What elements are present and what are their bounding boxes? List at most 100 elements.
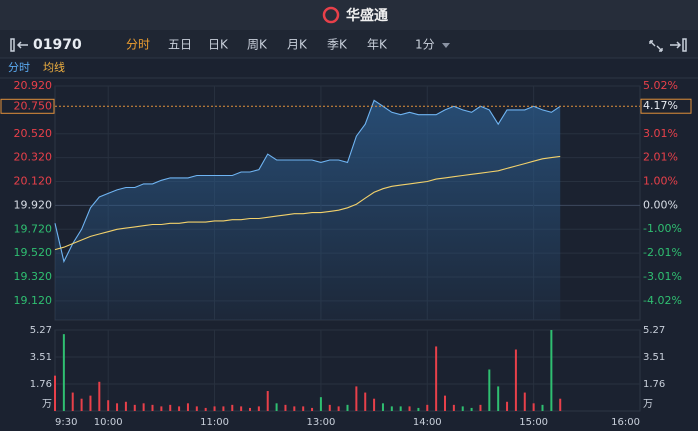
y2-tick-label: -3.01% [643, 270, 682, 283]
logo: 华盛通 [346, 7, 388, 24]
volume-bar [133, 404, 136, 411]
volume-bar [319, 397, 322, 411]
volume-bar [160, 406, 163, 411]
y2-tick-label: 5.02% [643, 79, 678, 92]
volume-bar [488, 369, 491, 411]
volume-bar [124, 401, 127, 411]
volume-bar [98, 381, 101, 411]
volume-bar [80, 398, 83, 411]
volume-bar [408, 406, 411, 411]
collapse-icon[interactable] [10, 38, 28, 52]
volume-bar [195, 406, 198, 411]
y-tick-label: 19.920 [14, 198, 53, 211]
volume-bar [417, 407, 420, 411]
volume-bar [373, 398, 376, 411]
y2-tick-label: 1.00% [643, 175, 678, 188]
interval-select[interactable]: 1分 [415, 38, 435, 52]
volume-bar [399, 406, 402, 411]
icon-part [682, 38, 687, 52]
volume-bar [497, 386, 500, 411]
volume-bar [249, 407, 251, 411]
volume-bar [364, 392, 367, 411]
x-tick-label: 16:00 [611, 417, 640, 428]
y-tick-label: 20.920 [14, 79, 53, 92]
volume-bar [231, 404, 234, 411]
y-tick-label: 19.120 [14, 294, 53, 307]
volume-bar [381, 403, 384, 411]
tab[interactable]: 周K [247, 38, 268, 52]
volume-bar [444, 395, 446, 411]
volume-bar [62, 334, 65, 411]
volume-bar [550, 330, 553, 411]
tab[interactable]: 日K [208, 38, 229, 52]
tab[interactable]: 月K [287, 38, 308, 52]
expand-icon[interactable] [670, 38, 687, 52]
volume-unit: 万 [42, 399, 52, 410]
y2-tick-label: -2.01% [643, 246, 682, 259]
y2-tick-label: -4.02% [643, 294, 682, 307]
volume-tick-label: 3.51 [643, 352, 665, 363]
icon-part [649, 40, 663, 52]
y2-tick-label: 2.01% [643, 151, 678, 164]
y2-tick-label: -1.00% [643, 222, 682, 235]
volume-bar [532, 403, 535, 411]
series-line [54, 155, 561, 251]
icon-part [10, 38, 15, 52]
volume-bar [302, 406, 305, 411]
tab[interactable]: 季K [327, 38, 348, 52]
volume-bar [337, 406, 340, 411]
legend-entry[interactable]: 分时 [8, 61, 30, 74]
toolbar [0, 30, 698, 58]
volume-bar [204, 407, 207, 411]
y-tick-label: 19.720 [14, 222, 53, 235]
tab[interactable]: 五日 [168, 38, 192, 52]
tab[interactable]: 年K [367, 38, 388, 52]
volume-bar [275, 403, 278, 411]
volume-bar [142, 403, 145, 411]
volume-tick-label: 5.27 [30, 325, 52, 336]
volume-bar [266, 391, 269, 411]
volume-tick-label: 5.27 [643, 325, 665, 336]
last-price-box [0, 98, 55, 114]
volume-bar [178, 406, 181, 411]
volume-bar [213, 406, 216, 411]
volume-bar [390, 406, 393, 411]
series-line [54, 99, 561, 264]
symbol: 01970 [33, 37, 82, 53]
volume-bar [151, 404, 154, 411]
volume-bar [240, 406, 243, 411]
last-price-label: 20.750 [14, 99, 53, 112]
logo-icon [322, 6, 340, 24]
volume-bar [284, 404, 287, 411]
volume-bar [54, 375, 56, 411]
last-change-box [640, 98, 692, 114]
volume-bar [559, 398, 562, 411]
tab[interactable]: 分时 [126, 38, 150, 52]
volume-bar [506, 401, 509, 411]
x-tick-label: 10:00 [94, 417, 123, 428]
y-tick-label: 19.320 [14, 270, 53, 283]
volume-bar [435, 346, 438, 411]
volume-tick-label: 1.76 [30, 379, 52, 390]
x-tick-label: 13:00 [306, 417, 335, 428]
icon-part [670, 41, 682, 49]
legend-entry[interactable]: 均线 [43, 60, 65, 74]
volume-bar [523, 392, 526, 411]
volume-tick-label: 3.51 [30, 352, 52, 363]
fullscreen-icon[interactable] [649, 40, 663, 52]
top-bar [0, 0, 698, 30]
dropdown-arrow[interactable] [442, 43, 450, 48]
x-tick-label: 15:00 [519, 417, 548, 428]
x-tick-label: 9:30 [55, 417, 77, 428]
volume-bar [222, 406, 225, 411]
y-tick-label: 20.120 [14, 175, 53, 188]
volume-bar [514, 349, 517, 411]
volume-bar [293, 406, 296, 411]
x-tick-label: 14:00 [413, 417, 442, 428]
volume-bar [257, 406, 260, 411]
volume-bar [89, 395, 92, 411]
volume-tick-label: 1.76 [643, 379, 665, 390]
volume-bar [355, 386, 358, 411]
volume-bar [461, 406, 464, 411]
